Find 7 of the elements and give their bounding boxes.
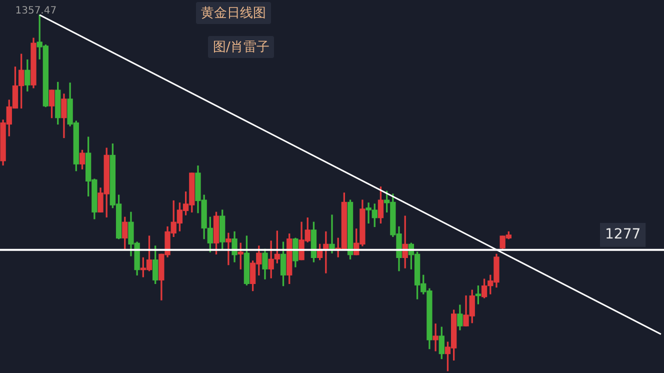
chart-title: 黄金日线图: [196, 2, 271, 24]
text: 图/肖雷子: [208, 36, 274, 58]
annotation: 1357.47: [15, 6, 57, 17]
candlestick: [226, 232, 232, 266]
candlestick: [432, 324, 438, 352]
annotation: 1277: [605, 226, 641, 242]
candlestick: [329, 214, 335, 254]
